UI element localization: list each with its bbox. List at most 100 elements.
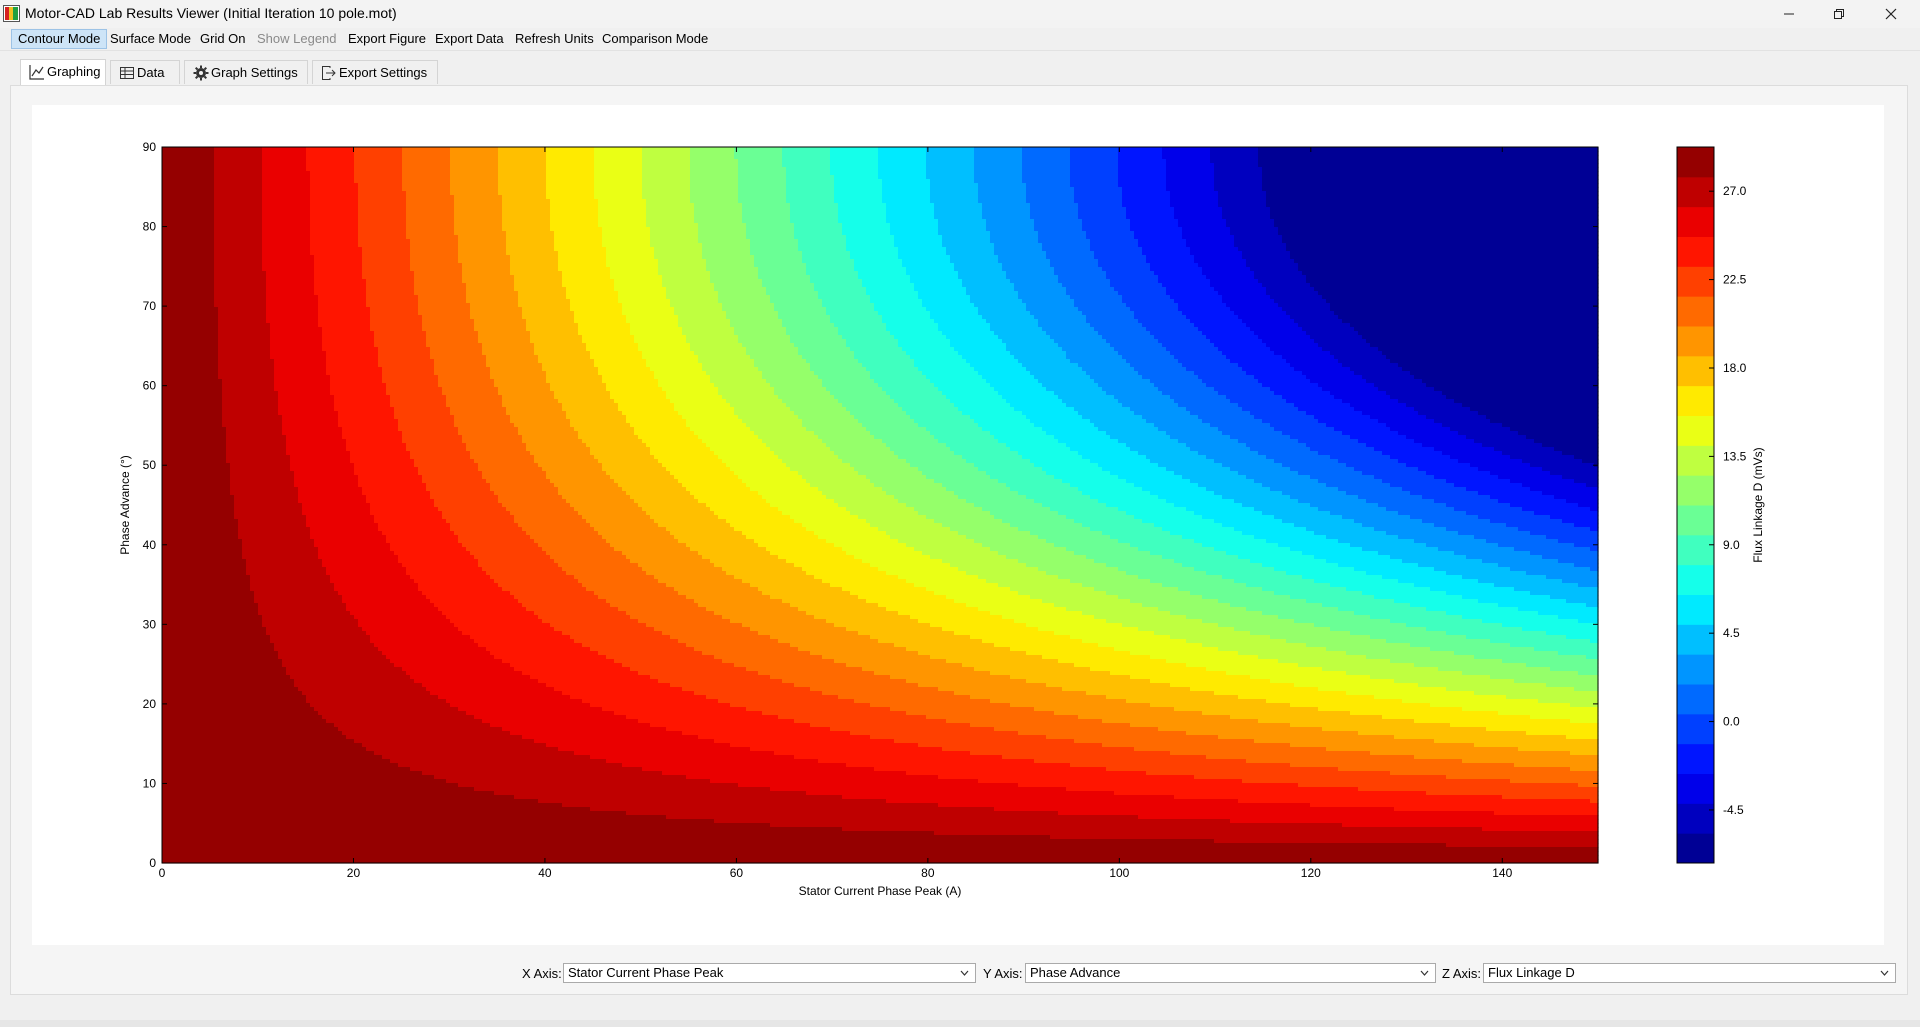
contour-band bbox=[1446, 687, 1575, 692]
contour-band bbox=[1134, 367, 1187, 372]
contour-band bbox=[762, 283, 815, 288]
menu-export-figure[interactable]: Export Figure bbox=[348, 31, 427, 46]
contour-band bbox=[1510, 643, 1599, 648]
contour-band bbox=[830, 155, 879, 160]
contour-band bbox=[998, 391, 1055, 396]
contour-band bbox=[326, 371, 383, 376]
contour-band bbox=[382, 379, 439, 384]
contour-band bbox=[1390, 427, 1451, 432]
contour-band bbox=[1166, 175, 1215, 180]
contour-band bbox=[882, 195, 931, 200]
menu-grid-on[interactable]: Grid On bbox=[200, 31, 246, 46]
contour-band bbox=[786, 167, 831, 172]
contour-band bbox=[1290, 255, 1599, 260]
contour-band bbox=[402, 431, 459, 436]
contour-band bbox=[938, 231, 991, 236]
contour-band bbox=[1022, 411, 1079, 416]
contour-band bbox=[758, 631, 859, 636]
contour-band bbox=[1090, 247, 1143, 252]
contour-band bbox=[558, 259, 607, 264]
contour-band bbox=[698, 435, 759, 440]
contour-band bbox=[362, 275, 415, 280]
contour-band bbox=[214, 171, 263, 176]
contour-band bbox=[1070, 175, 1119, 180]
contour-band bbox=[730, 523, 803, 528]
contour-band bbox=[1142, 487, 1207, 492]
colorbar-band bbox=[1677, 743, 1714, 774]
contour-band bbox=[1294, 367, 1351, 372]
y-axis-select[interactable]: Phase Advance bbox=[1025, 963, 1436, 983]
contour-band bbox=[1018, 559, 1095, 564]
contour-band bbox=[814, 287, 867, 292]
contour-band bbox=[262, 235, 311, 240]
contour-band bbox=[926, 163, 975, 168]
contour-band bbox=[694, 495, 763, 500]
contour-band bbox=[1078, 203, 1123, 208]
contour-band bbox=[718, 515, 791, 520]
tab-data[interactable]: Data bbox=[110, 60, 180, 84]
contour-band bbox=[1282, 239, 1599, 244]
contour-band bbox=[1262, 339, 1315, 344]
contour-band bbox=[1142, 247, 1191, 252]
contour-band bbox=[998, 439, 1059, 444]
contour-band bbox=[882, 387, 939, 392]
tab-graphing[interactable]: Graphing bbox=[20, 59, 106, 85]
contour-band bbox=[834, 543, 907, 548]
contour-band bbox=[1078, 411, 1135, 416]
contour-band bbox=[214, 267, 263, 272]
contour-band bbox=[1030, 419, 1091, 424]
contour-band bbox=[162, 439, 227, 444]
contour-band bbox=[798, 239, 847, 244]
contour-band bbox=[1270, 487, 1339, 492]
contour-band bbox=[406, 231, 455, 236]
contour-band bbox=[530, 451, 591, 456]
contour-band bbox=[882, 487, 947, 492]
contour-chart[interactable]: 0 20 40 60 80 100 120 1400102030405060708090Sta… bbox=[32, 105, 1884, 945]
tab-export-settings[interactable]: Export Settings bbox=[312, 60, 438, 84]
x-axis-select[interactable]: Stator Current Phase Peak bbox=[563, 963, 976, 983]
contour-band bbox=[370, 327, 423, 332]
plot-canvas[interactable]: 0 20 40 60 80 100 120 140 0 10 20 30 40 50 60 70 80 90 Sta… bbox=[32, 105, 1884, 945]
contour-band bbox=[378, 347, 431, 352]
contour-band bbox=[1294, 319, 1343, 324]
close-button[interactable] bbox=[1868, 0, 1914, 28]
contour-band bbox=[350, 611, 443, 616]
contour-band bbox=[682, 483, 747, 488]
contour-band bbox=[162, 539, 243, 544]
contour-band bbox=[318, 319, 371, 324]
tab-graph-settings[interactable]: Graph Settings bbox=[184, 60, 308, 84]
contour-band bbox=[226, 439, 287, 444]
contour-band bbox=[642, 171, 691, 176]
minimize-button[interactable] bbox=[1766, 0, 1812, 28]
contour-band bbox=[162, 587, 251, 592]
restore-button[interactable] bbox=[1816, 0, 1862, 28]
contour-band bbox=[854, 267, 907, 272]
menu-refresh-units[interactable]: Refresh Units bbox=[515, 31, 594, 46]
menu-contour-mode[interactable]: Contour Mode bbox=[11, 29, 108, 49]
contour-band bbox=[162, 707, 315, 712]
contour-band bbox=[1462, 671, 1579, 676]
contour-band bbox=[1330, 511, 1399, 516]
contour-band bbox=[1330, 583, 1415, 588]
contour-band bbox=[1058, 659, 1167, 664]
contour-band bbox=[602, 463, 663, 468]
z-axis-select[interactable]: Flux Linkage D bbox=[1483, 963, 1896, 983]
contour-band bbox=[730, 319, 783, 324]
contour-band bbox=[838, 215, 887, 220]
contour-band bbox=[162, 687, 299, 692]
contour-band bbox=[1142, 375, 1199, 380]
menu-surface-mode[interactable]: Surface Mode bbox=[110, 31, 191, 46]
colorbar-band bbox=[1677, 296, 1714, 327]
contour-band bbox=[458, 431, 519, 436]
contour-band bbox=[558, 399, 615, 404]
menu-show-legend[interactable]: Show Legend bbox=[257, 31, 337, 46]
contour-band bbox=[1158, 727, 1323, 732]
menu-comparison-mode[interactable]: Comparison Mode bbox=[602, 31, 709, 46]
contour-band bbox=[846, 663, 963, 668]
contour-band bbox=[662, 463, 727, 468]
contour-band bbox=[466, 547, 543, 552]
contour-band bbox=[1118, 155, 1163, 160]
contour-band bbox=[1250, 675, 1371, 680]
menu-export-data[interactable]: Export Data bbox=[435, 31, 504, 46]
contour-band bbox=[442, 515, 515, 520]
